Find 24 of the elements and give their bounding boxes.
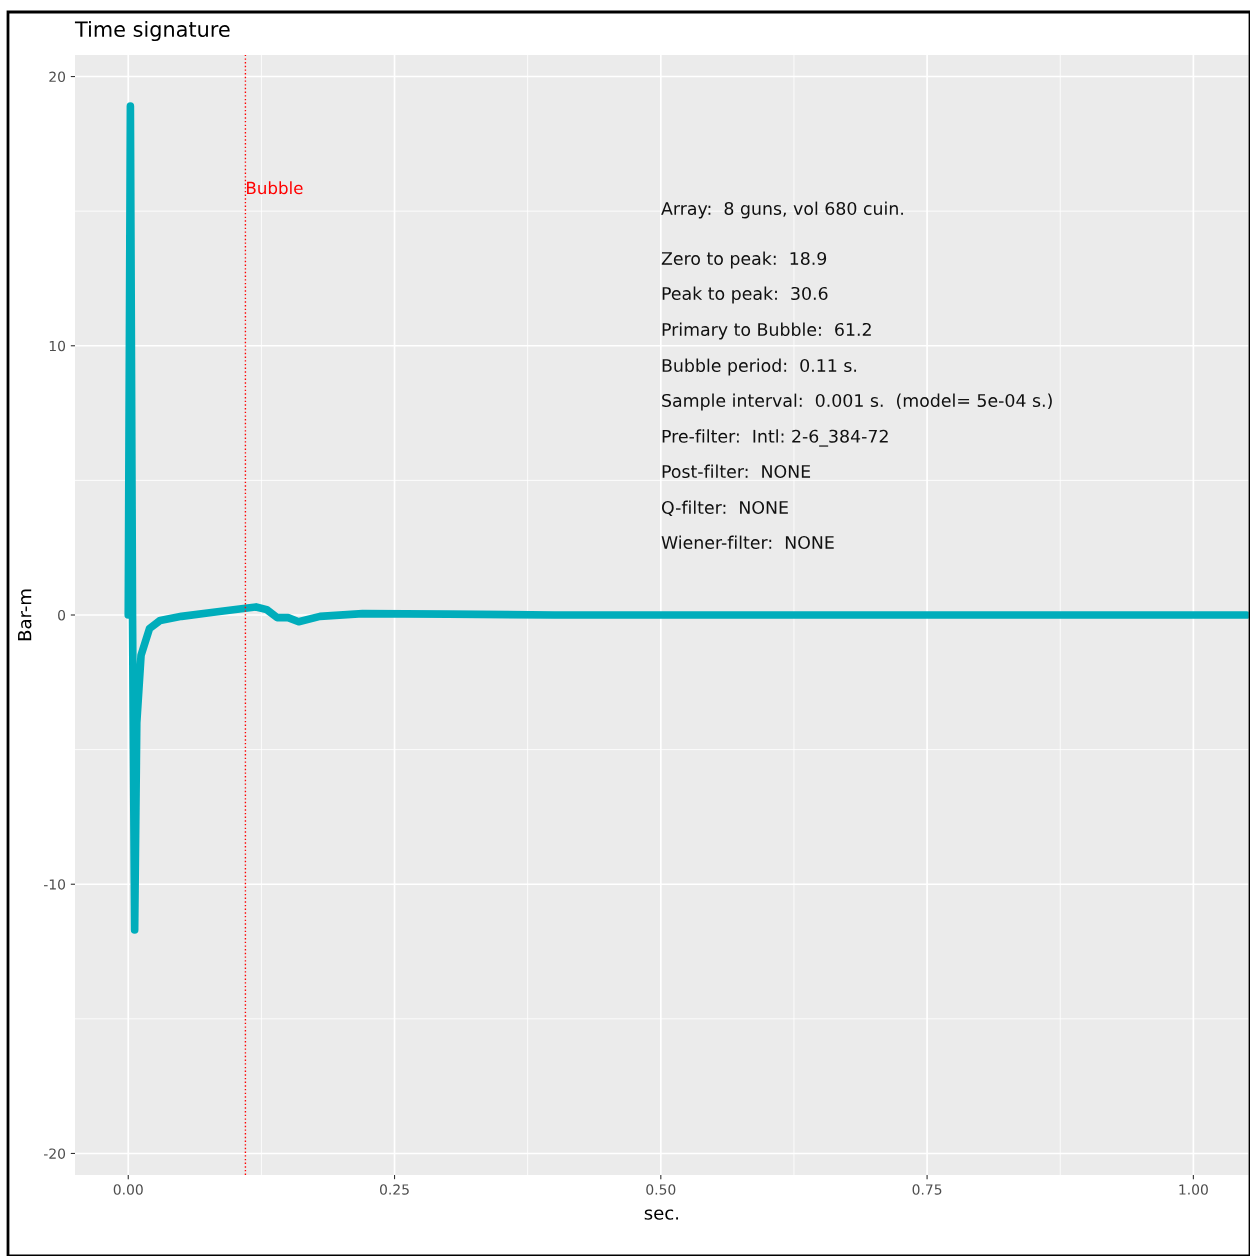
y-tick-label: -20 (43, 1148, 66, 1159)
ref-line-label: Bubble (247, 181, 303, 195)
x-tick-label: 0.25 (379, 1184, 409, 1195)
annotation: Array: 8 guns, vol 680 cuin. (661, 201, 903, 219)
annotation: Wiener-filter: NONE (661, 535, 834, 550)
annotation: Primary to Bubble: 61.2 (662, 322, 871, 340)
y-tick-label: -10 (43, 879, 66, 890)
annotation: Q-filter: NONE (661, 500, 788, 517)
x-tick-label: 0.50 (646, 1184, 676, 1195)
x-axis-title: sec. (644, 1209, 679, 1220)
annotation: Bubble period: 0.11 s. (662, 358, 857, 376)
annotation: Peak to peak: 30.6 (662, 286, 828, 304)
annotation: Pre-filter: Intl: 2-6_384-72 (662, 429, 888, 447)
x-tick-label: 1.00 (1179, 1184, 1208, 1195)
y-tick-label: 10 (49, 340, 66, 352)
y-axis-title: Bar-m (18, 589, 32, 641)
y-tick-label: 0 (58, 609, 66, 621)
x-tick-label: 0.75 (912, 1184, 942, 1195)
annotation: Post-filter: NONE (662, 464, 811, 479)
annotation: Sample interval: 0.001 s. (model= 5e-04 s.) (662, 393, 1052, 411)
y-tick-label: 20 (49, 71, 66, 83)
annotation: Zero to peak: 18.9 (661, 251, 827, 269)
x-tick-label: 0.00 (113, 1184, 143, 1195)
chart-title: Time signature (74, 20, 230, 42)
